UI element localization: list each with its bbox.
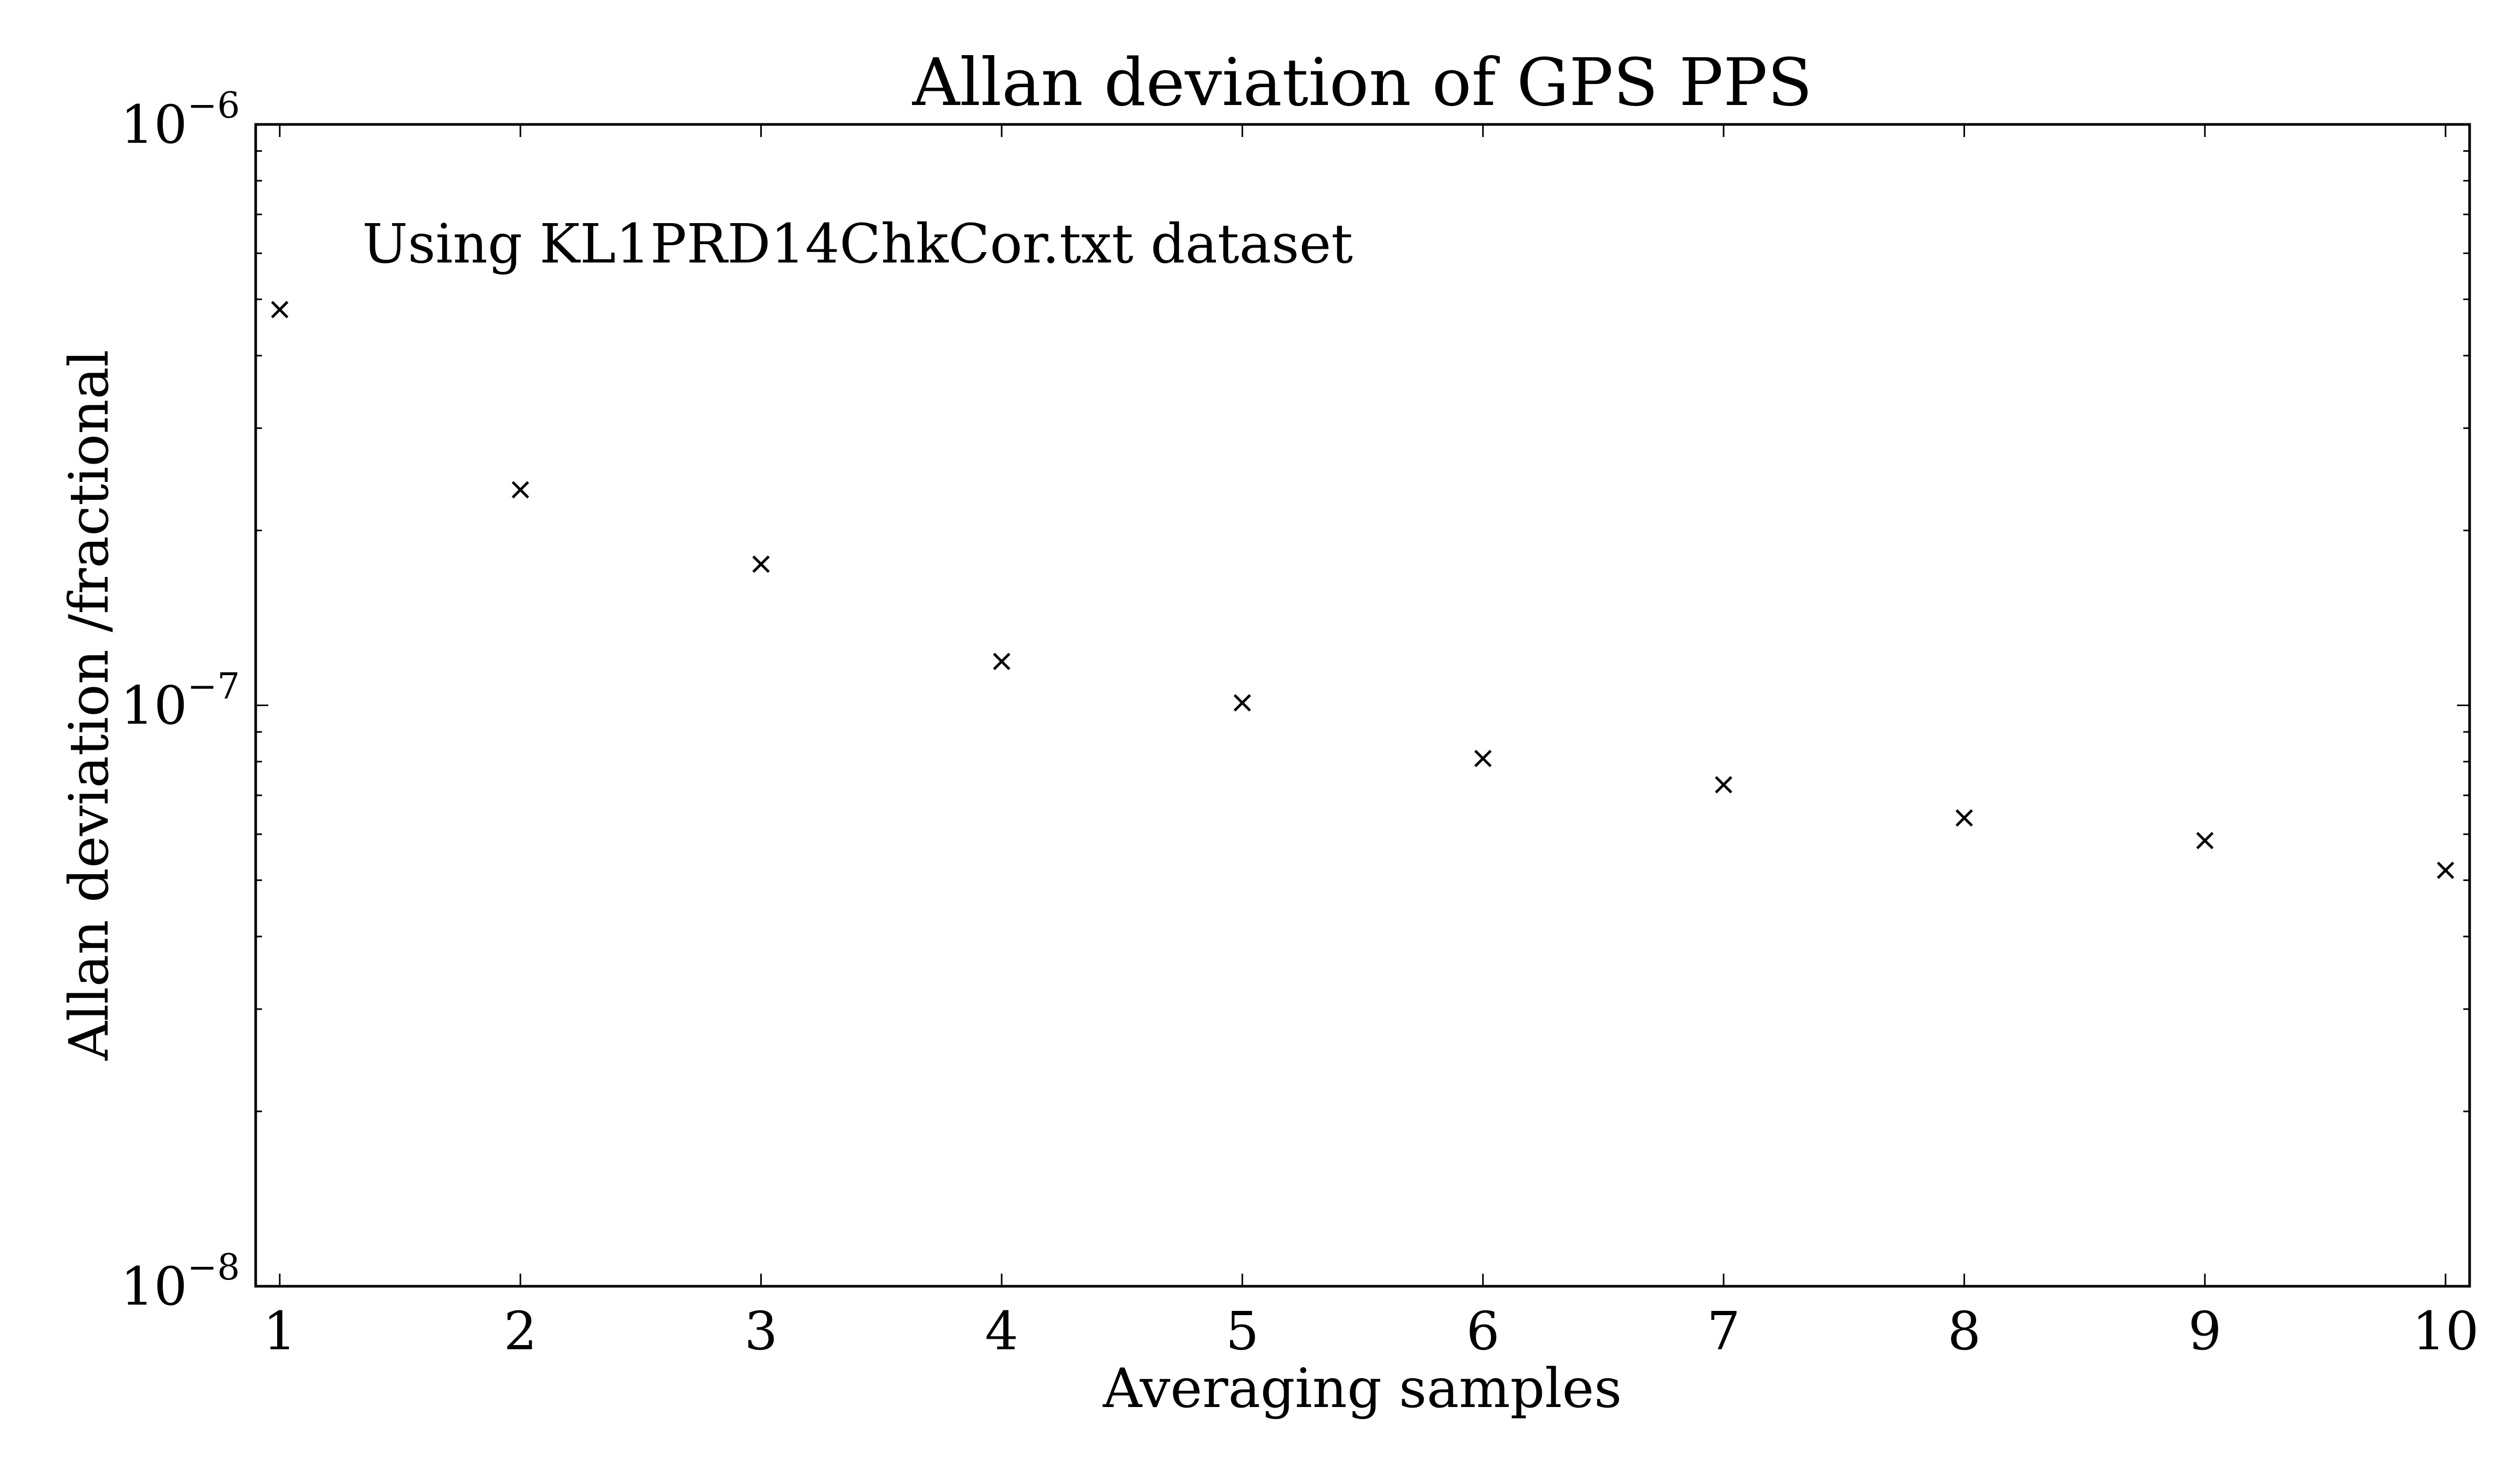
plot-area-frame [254, 123, 2471, 1288]
x-tick-label: 8 [1948, 1300, 1981, 1362]
x-tick-label: 7 [1707, 1300, 1740, 1362]
data-point [993, 653, 1011, 670]
y-axis-label: Allan deviation /fractional [58, 350, 121, 1061]
x-tick-label: 6 [1466, 1300, 1500, 1362]
data-point [1474, 750, 1492, 768]
x-tick-label: 2 [503, 1300, 537, 1362]
x-tick-label: 4 [985, 1300, 1018, 1362]
dataset-annotation: Using KL1PRD14ChkCor.txt dataset [362, 213, 1353, 276]
data-point [1715, 776, 1732, 794]
x-tick-label: 3 [744, 1300, 778, 1362]
chart-title: Allan deviation of GPS PPS [912, 45, 1812, 121]
data-point [511, 481, 529, 499]
axis-ticks: 1 2 3 4 5 6 7 8 9 10 10−8 10−7 10−6 [121, 85, 2479, 1362]
data-point [1233, 694, 1251, 712]
x-tick-label: 1 [263, 1300, 297, 1362]
data-point [2196, 832, 2214, 849]
y-tick-label: 10−8 [121, 1247, 240, 1317]
x-tick-label: 9 [2188, 1300, 2222, 1362]
data-points [271, 301, 2454, 879]
data-point [1955, 809, 1973, 827]
x-axis-label: Averaging samples [1102, 1357, 1622, 1420]
y-tick-label: 10−6 [121, 85, 240, 155]
y-tick-label: 10−7 [121, 666, 240, 737]
x-tick-label: 10 [2412, 1300, 2479, 1362]
data-point [2437, 862, 2454, 879]
data-point [752, 555, 770, 573]
data-point [271, 301, 289, 319]
x-tick-label: 5 [1226, 1300, 1259, 1362]
